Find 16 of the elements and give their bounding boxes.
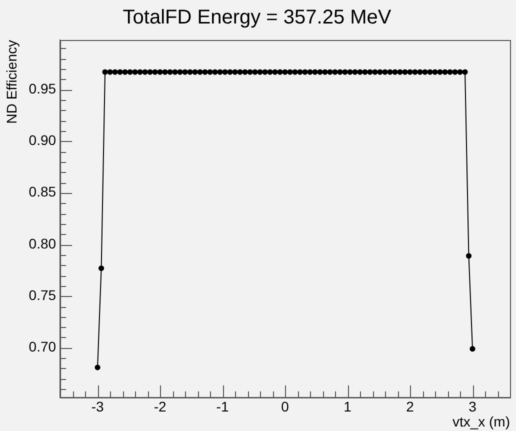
y-tick-label: 0.75 bbox=[28, 287, 56, 304]
chart-title: TotalFD Energy = 357.25 MeV bbox=[122, 6, 392, 29]
y-tick-label: 0.85 bbox=[28, 184, 56, 200]
x-tick-label: -2 bbox=[154, 398, 166, 415]
x-tick-label: 0 bbox=[281, 398, 290, 415]
x-tick-label: -3 bbox=[91, 398, 104, 415]
x-tick-label: 1 bbox=[344, 398, 352, 415]
y-tick-label: 0.90 bbox=[28, 132, 56, 148]
y-tick-label: 0.95 bbox=[28, 80, 56, 96]
y-axis-title: ND Efficiency bbox=[3, 40, 20, 124]
x-axis-title: vtx_x (m) bbox=[452, 413, 510, 430]
y-tick-label: 0.80 bbox=[28, 235, 56, 252]
x-tick-label: -1 bbox=[216, 398, 229, 415]
x-tick-label: 3 bbox=[468, 398, 477, 415]
x-tick-label: 2 bbox=[406, 398, 414, 415]
y-tick-label: 0.70 bbox=[28, 338, 56, 355]
